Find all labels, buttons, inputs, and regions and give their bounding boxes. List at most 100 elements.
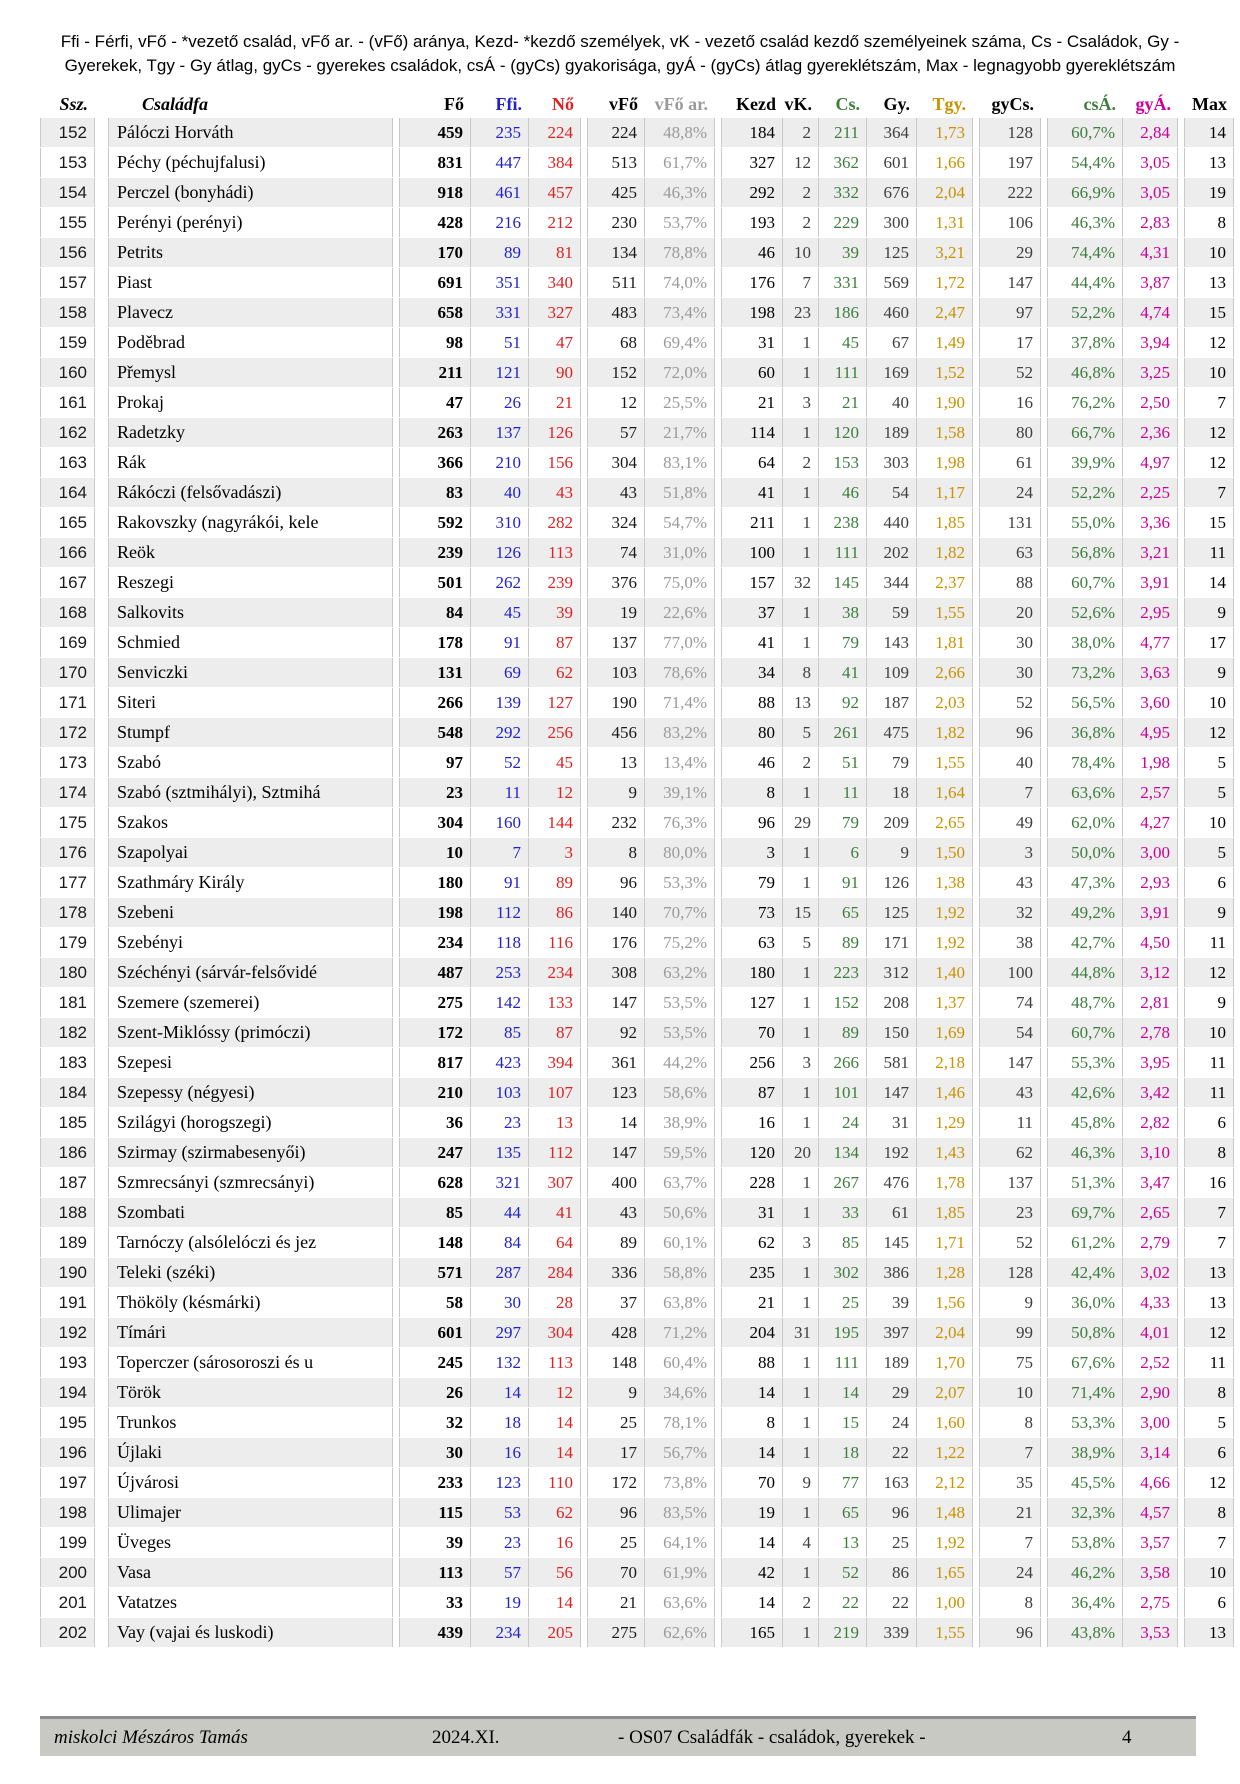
column-gap [95,988,108,1017]
cell-gya: 4,95 [1123,718,1178,747]
cell-vfo: 13 [587,748,645,777]
cell-name: Radetzky [108,418,393,447]
cell-max: 7 [1184,388,1234,417]
cell-gycs: 128 [979,118,1041,147]
cell-gya: 3,02 [1123,1258,1178,1287]
table-row: 174 Szabó (sztmihályi), Sztmihá 23 11 12 9 39,… [40,778,1240,807]
cell-cs: 14 [819,1378,867,1407]
cell-vk: 1 [783,538,819,567]
cell-vfoar: 58,8% [645,1258,715,1287]
cell-kezd: 41 [721,628,783,657]
cell-ffi: 123 [471,1468,529,1497]
cell-csa: 73,2% [1047,658,1123,687]
cell-vk: 1 [783,508,819,537]
cell-max: 8 [1184,1138,1234,1167]
cell-vfo: 8 [587,838,645,867]
cell-gycs: 106 [979,208,1041,237]
cell-vfo: 68 [587,328,645,357]
cell-gycs: 88 [979,568,1041,597]
cell-gy: 25 [867,1528,917,1557]
cell-name: Szathmáry Király [108,868,393,897]
cell-no: 256 [529,718,581,747]
cell-csa: 32,3% [1047,1498,1123,1527]
cell-gya: 3,21 [1123,538,1178,567]
table-row: 197 Újvárosi 233 123 110 172 73,8% 70 9 77 163 2,12… [40,1468,1240,1497]
cell-vk: 2 [783,208,819,237]
cell-kezd: 14 [721,1378,783,1407]
cell-vfoar: 72,0% [645,358,715,387]
cell-max: 12 [1184,448,1234,477]
cell-gycs: 97 [979,298,1041,327]
cell-kezd: 176 [721,268,783,297]
cell-max: 16 [1184,1168,1234,1197]
cell-fo: 601 [399,1318,471,1347]
column-gap [95,538,108,567]
cell-fo: 47 [399,388,471,417]
cell-tgy: 1,72 [917,268,973,297]
cell-ssz: 172 [40,718,95,747]
column-gap [95,1228,108,1257]
column-header-gy: Gy. [883,94,910,114]
cell-cs: 52 [819,1558,867,1587]
cell-name: Trunkos [108,1408,393,1437]
cell-vk: 2 [783,748,819,777]
cell-cs: 65 [819,898,867,927]
cell-kezd: 63 [721,928,783,957]
cell-gy: 476 [867,1168,917,1197]
cell-no: 14 [529,1408,581,1437]
cell-ssz: 169 [40,628,95,657]
column-gap [95,1588,108,1617]
cell-max: 13 [1184,148,1234,177]
cell-kezd: 73 [721,898,783,927]
cell-no: 126 [529,418,581,447]
cell-ffi: 135 [471,1138,529,1167]
cell-gy: 40 [867,388,917,417]
cell-gya: 3,14 [1123,1438,1178,1467]
column-header-fo: Fő [444,94,464,114]
table-row: 194 Török 26 14 12 9 34,6% 14 1 14 29 2,07 10 71,4% 2,… [40,1378,1240,1407]
column-gap [95,148,108,177]
cell-no: 234 [529,958,581,987]
cell-ssz: 178 [40,898,95,927]
table-row: 170 Senviczki 131 69 62 103 78,6% 34 8 41 109 2,66 3… [40,658,1240,687]
cell-fo: 571 [399,1258,471,1287]
cell-gya: 3,47 [1123,1168,1178,1197]
column-gap [95,238,108,267]
cell-gya: 3,53 [1123,1618,1178,1647]
cell-name: Perényi (perényi) [108,208,393,237]
table-row: 182 Szent-Miklóssy (primóczi) 172 85 87 92 53,… [40,1018,1240,1047]
cell-csa: 52,2% [1047,298,1123,327]
cell-name: Tarnóczy (alsólelóczi és jez [108,1228,393,1257]
cell-gya: 4,27 [1123,808,1178,837]
cell-gy: 126 [867,868,917,897]
cell-no: 47 [529,328,581,357]
column-gap [95,748,108,777]
cell-gy: 125 [867,238,917,267]
cell-csa: 42,6% [1047,1078,1123,1107]
cell-tgy: 1,22 [917,1438,973,1467]
column-gap [95,268,108,297]
table-row: 187 Szmrecsányi (szmrecsányi) 628 321 307 400… [40,1168,1240,1197]
cell-max: 12 [1184,958,1234,987]
cell-cs: 18 [819,1438,867,1467]
cell-csa: 44,4% [1047,268,1123,297]
cell-kezd: 37 [721,598,783,627]
cell-fo: 304 [399,808,471,837]
cell-vfoar: 71,2% [645,1318,715,1347]
cell-name: Poděbrad [108,328,393,357]
cell-gycs: 49 [979,808,1041,837]
cell-vk: 1 [783,1108,819,1137]
cell-name: Stumpf [108,718,393,747]
cell-csa: 66,9% [1047,178,1123,207]
cell-no: 39 [529,598,581,627]
table-row: 183 Szepesi 817 423 394 361 44,2% 256 3 266 581 2,1… [40,1048,1240,1077]
cell-vfoar: 73,8% [645,1468,715,1497]
cell-vfoar: 50,6% [645,1198,715,1227]
cell-gycs: 52 [979,688,1041,717]
cell-fo: 32 [399,1408,471,1437]
cell-ssz: 181 [40,988,95,1017]
column-gap [95,628,108,657]
cell-ssz: 153 [40,148,95,177]
cell-tgy: 1,65 [917,1558,973,1587]
cell-kezd: 21 [721,1288,783,1317]
